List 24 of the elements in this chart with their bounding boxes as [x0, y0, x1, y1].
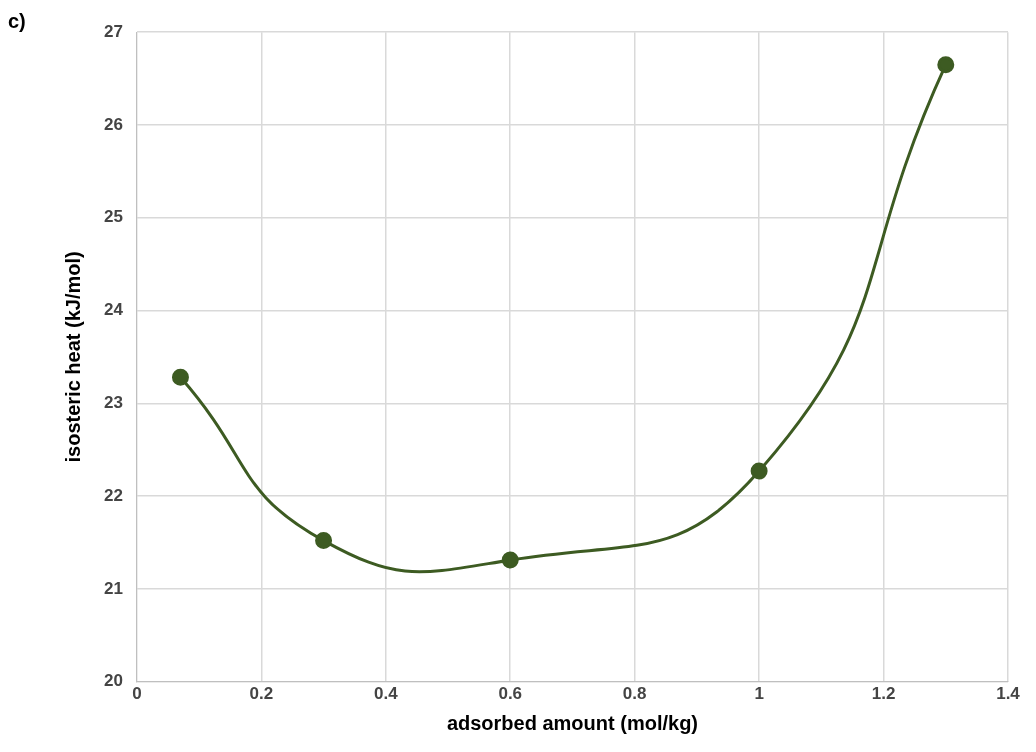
text: c) — [8, 9, 26, 32]
x-tick-label: 0 — [132, 684, 142, 704]
y-axis-title: isosteric heat (kJ/mol) — [61, 251, 84, 463]
point — [937, 56, 955, 74]
x-tick-label: 0.6 — [498, 684, 523, 704]
y-tick-label: 21 — [103, 578, 123, 598]
x-tick-label: 0.8 — [622, 684, 647, 704]
y-tick-label: 20 — [103, 671, 123, 691]
y-tick-label: 26 — [103, 114, 123, 134]
y-tick-label: 23 — [103, 392, 123, 412]
point — [315, 532, 333, 550]
y-tick-label: 22 — [103, 485, 123, 505]
y-tick-label: 27 — [103, 21, 123, 41]
y-tick-label: 24 — [103, 300, 124, 320]
x-tick-label: 0.4 — [373, 684, 399, 704]
x-tick-label: 1.2 — [871, 684, 896, 704]
x-axis-title: adsorbed amount (mol/kg) — [446, 711, 699, 734]
y-tick-label: 25 — [103, 207, 123, 227]
point — [750, 462, 768, 480]
point — [171, 368, 189, 386]
x-tick-label: 1.4 — [996, 684, 1021, 704]
x-tick-label: 1 — [754, 684, 764, 704]
x-tick-label: 0.2 — [249, 684, 274, 704]
point — [501, 551, 519, 569]
